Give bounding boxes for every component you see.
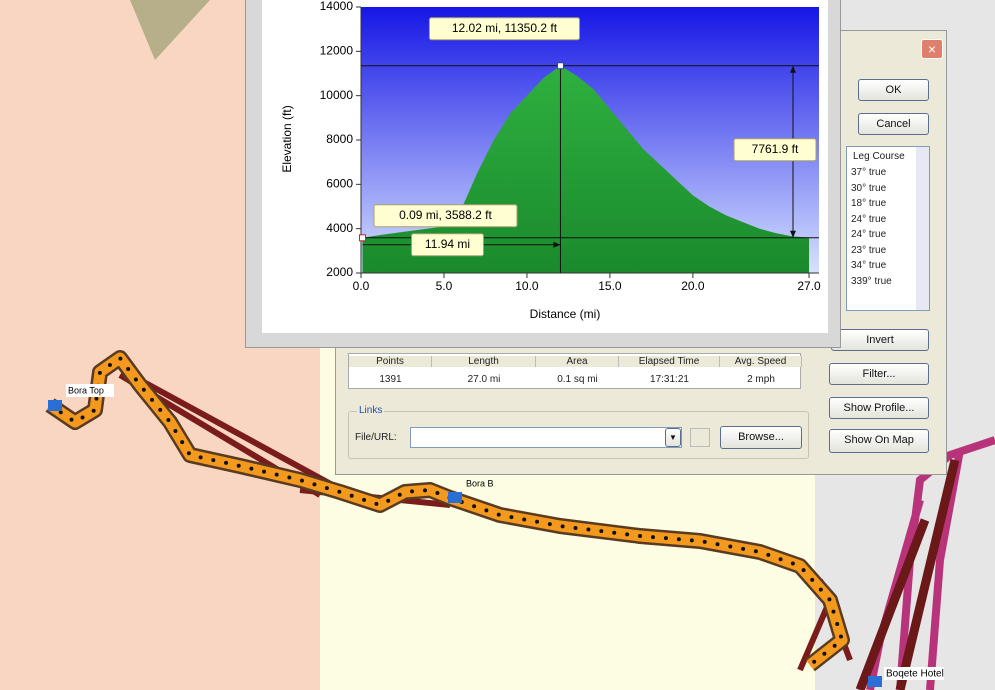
x-tick-label: 27.0 [797, 279, 821, 293]
marker [358, 234, 366, 242]
y-tick-label: 12000 [320, 44, 354, 58]
measure-label-box [410, 233, 484, 257]
marker-label: 12.02 mi, 11350.2 ft [452, 21, 558, 35]
track-points [48, 355, 845, 667]
stats-value: 2 mph [747, 374, 775, 385]
waypoint-label-bg [884, 667, 944, 680]
list-item: 339° true [851, 275, 892, 287]
waypoint-label: Bora Top [68, 385, 104, 395]
y-tick-label: 10000 [320, 88, 354, 102]
measure-label: 11.94 mi [425, 237, 470, 251]
x-tick-label: 0.0 [353, 279, 370, 293]
y-tick-label: 2000 [326, 265, 353, 279]
stats-header: Length [432, 356, 536, 367]
measure-label-box [733, 138, 817, 162]
y-tick-label: 14000 [320, 0, 354, 13]
x-tick-label: 10.0 [515, 279, 539, 293]
links-title: Links [357, 405, 385, 416]
file-url-label: File/URL: [355, 432, 397, 443]
marker [556, 62, 564, 70]
list-item: 34° true [851, 260, 887, 271]
browse-button[interactable]: Browse... [720, 426, 802, 449]
filter-button[interactable]: Filter... [829, 363, 929, 385]
show-profile-button[interactable]: Show Profile... [829, 397, 929, 419]
stats-value: 1391 [379, 374, 402, 385]
marker-label-box [428, 17, 580, 41]
list-item: 24° true [851, 229, 887, 240]
links-group: Links File/URL: ▼ Browse... [348, 405, 809, 459]
waypoint-label-bg [66, 384, 114, 397]
stats-header: Points [349, 356, 432, 367]
dropdown-button[interactable]: ▼ [665, 428, 681, 447]
profile-window: Elevation (ft) Distance (mi) 2000 4000 600… [245, 0, 841, 348]
list-item: 23° true [851, 244, 887, 256]
map-region [130, 0, 210, 60]
show-on-map-button[interactable]: Show On Map [829, 429, 929, 453]
ok-button[interactable]: OK [858, 79, 929, 101]
stats-header: Area [536, 356, 619, 367]
marker-label-box [373, 204, 518, 228]
waypoint-icon[interactable] [48, 400, 62, 411]
list-header: Leg Course [853, 151, 905, 162]
list-item: 24° true [851, 213, 887, 225]
marker-label: 0.09 mi, 3588.2 ft [399, 208, 492, 222]
x-tick-label: 20.0 [681, 279, 705, 293]
open-link-button[interactable] [690, 428, 710, 447]
stats-header: Avg. Speed [720, 356, 802, 367]
y-tick-label: 4000 [326, 221, 353, 235]
y-tick-label: 8000 [326, 132, 353, 146]
waypoint-label: Boqete Hotel [886, 669, 944, 680]
scrollbar[interactable] [916, 147, 929, 310]
waypoint-icon[interactable] [868, 676, 882, 687]
x-tick-label: 15.0 [598, 279, 622, 293]
list-item: 37° true [851, 167, 887, 178]
waypoint-label: Bora B [466, 478, 494, 488]
invert-button[interactable]: Invert [831, 329, 929, 351]
x-axis-label: Distance (mi) [530, 307, 601, 321]
elevation-chart: Elevation (ft) Distance (mi) 2000 4000 600… [262, 0, 828, 333]
waypoint-icon[interactable] [448, 492, 462, 503]
stats-value: 27.0 mi [467, 374, 501, 385]
measure-label: 7761.9 ft [752, 142, 799, 156]
leg-list[interactable]: Leg Course 37° true 30° true 18° true 24° t… [846, 146, 930, 311]
close-button[interactable]: × [921, 39, 943, 59]
x-tick-label: 5.0 [436, 279, 453, 293]
stats-table: Points 1391 Length 27.0 mi Area 0.1 sq mi Elap… [348, 353, 802, 389]
list-item: 18° true [851, 198, 887, 209]
other-track [855, 458, 960, 690]
stats-header: Elapsed Time [619, 356, 720, 367]
list-item: 30° true [851, 182, 887, 194]
y-axis-label: Elevation (ft) [280, 105, 294, 172]
cancel-button[interactable]: Cancel [858, 113, 929, 135]
y-tick-label: 6000 [326, 177, 353, 191]
stats-value: 0.1 sq mi [557, 374, 598, 385]
file-url-input[interactable] [410, 427, 682, 448]
stats-value: 17:31:21 [650, 374, 689, 385]
